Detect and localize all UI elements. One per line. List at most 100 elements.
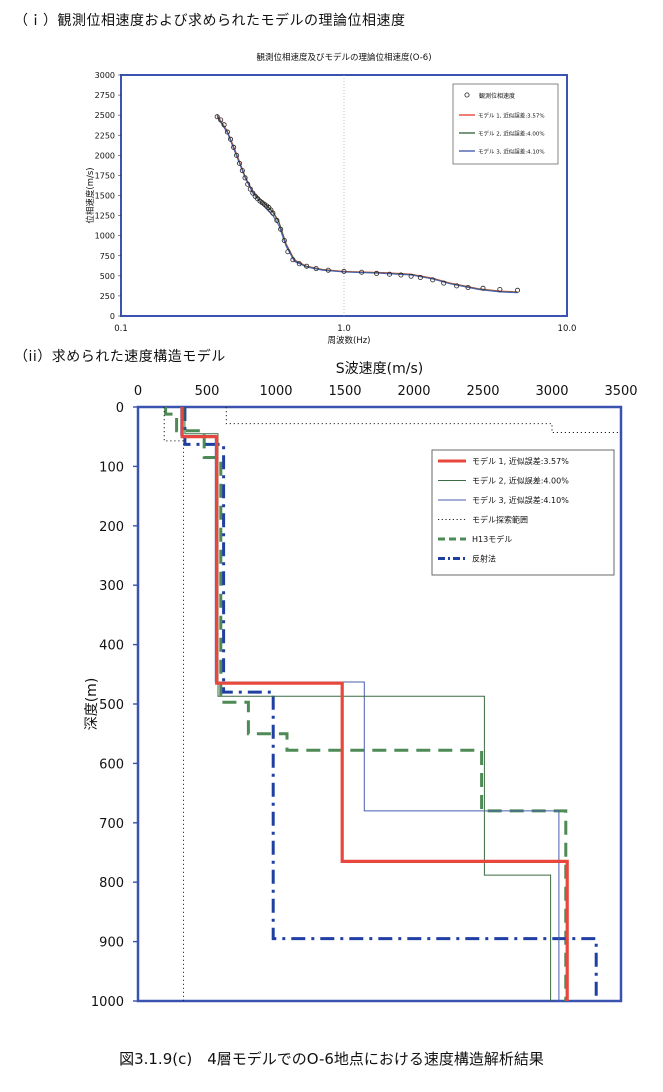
legend-label-0: モデル 1, 近似誤差:3.57% <box>472 456 569 466</box>
observed-point <box>387 271 393 277</box>
y-tick-label: 1750 <box>95 171 115 180</box>
y-tick-label: 1000 <box>95 232 115 241</box>
observed-point <box>454 283 460 289</box>
y-tick-label: 2750 <box>95 91 115 100</box>
profile-line-1 <box>184 407 552 1001</box>
y-tick-label: 1500 <box>95 192 115 201</box>
observed-point <box>224 129 230 135</box>
y-axis-label: 深度(m) <box>84 678 100 731</box>
observed-point <box>281 237 287 243</box>
observed-point <box>247 186 253 192</box>
observed-point <box>234 152 240 158</box>
legend-label-5: H13モデル <box>472 534 512 544</box>
y-tick-label: 600 <box>99 757 124 772</box>
legend-label-model-1: モデル 1, 近似誤差:3.57% <box>478 112 545 120</box>
profile-line-5 <box>164 407 568 1001</box>
observed-point <box>441 280 447 286</box>
legend-label-1: モデル 2, 近似誤差:4.00% <box>472 476 569 486</box>
x-tick-label: 3000 <box>535 384 568 399</box>
observed-point <box>465 284 471 290</box>
y-tick-label: 200 <box>99 520 124 535</box>
y-tick-label: 400 <box>99 639 124 654</box>
observed-point <box>242 175 248 181</box>
profile-line-3 <box>225 407 621 433</box>
x-tick-label: 10.0 <box>558 324 577 334</box>
x-axis-label: S波速度(m/s) <box>336 361 423 377</box>
y-tick-label: 900 <box>99 936 124 951</box>
legend-label-model-3: モデル 3, 近似誤差:4.10% <box>478 148 545 156</box>
observed-point <box>313 266 319 272</box>
x-tick-label: 500 <box>195 384 220 399</box>
observed-point <box>480 285 486 291</box>
section-heading-velocity-model: （ii）求められた速度構造モデル <box>14 349 226 365</box>
y-tick-label: 300 <box>99 579 124 594</box>
x-tick-label: 3500 <box>604 384 637 399</box>
observed-point <box>214 114 220 120</box>
x-tick-label: 1.0 <box>337 324 351 334</box>
velocity-structure-chart: S波速度(m/s)深度(m)0 500 1000 1500 2000 2500 3000 35… <box>84 361 638 1010</box>
y-tick-label: 500 <box>100 272 115 281</box>
figure-caption: 図3.1.9(c) 4層モデルでのO-6地点における速度構造解析結果 <box>119 1050 544 1068</box>
y-tick-label: 0 <box>110 312 115 321</box>
x-tick-label: 1000 <box>259 384 292 399</box>
y-axis-label: 位相速度(m/s) <box>85 167 96 223</box>
observed-point <box>497 286 503 292</box>
legend-label-observed: 観測位相速度 <box>479 92 515 100</box>
y-tick-label: 100 <box>99 460 124 475</box>
profile-line-6 <box>183 407 598 1001</box>
observed-point <box>398 272 404 278</box>
section-heading-phase-velocity: （ｉ）観測位相速度および求められたモデルの理論位相速度 <box>14 13 406 29</box>
legend-label-3: モデル探索範囲 <box>472 515 528 525</box>
legend-label-2: モデル 3, 近似誤差:4.10% <box>472 495 569 505</box>
observed-point <box>359 269 365 275</box>
observed-point <box>239 168 245 174</box>
observed-point <box>296 261 302 267</box>
observed-point <box>221 122 227 128</box>
observed-point <box>417 274 423 280</box>
y-tick-label: 500 <box>99 698 124 713</box>
chart-title: 観測位相速度及びモデルの理論位相速度(O-6) <box>256 52 431 63</box>
observed-point <box>237 160 243 166</box>
y-tick-label: 1250 <box>95 212 115 221</box>
observed-point <box>290 257 296 263</box>
y-tick-label: 800 <box>99 876 124 891</box>
y-tick-label: 2500 <box>95 111 115 120</box>
phase-velocity-chart: 観測位相速度及びモデルの理論位相速度(O-6) 0.1 1.0 10.0 0 250 500… <box>85 52 577 345</box>
y-tick-label: 750 <box>100 252 115 261</box>
observed-point <box>325 267 331 273</box>
observed-point <box>408 273 414 279</box>
observed-point <box>341 268 347 274</box>
observed-point <box>285 249 291 255</box>
legend-label-model-2: モデル 2, 近似誤差:4.00% <box>478 130 545 138</box>
observed-point <box>274 217 280 223</box>
observed-point <box>430 277 436 283</box>
x-tick-label: 1500 <box>328 384 361 399</box>
y-tick-label: 0 <box>116 401 124 416</box>
legend-swatch-observed <box>464 92 470 98</box>
y-tick-label: 700 <box>99 817 124 832</box>
observed-point <box>250 190 256 196</box>
x-tick-label: 0 <box>134 384 142 399</box>
observed-point <box>270 210 276 216</box>
observed-point <box>228 136 234 142</box>
legend-label-6: 反射法 <box>472 554 496 564</box>
y-tick-label: 2000 <box>95 151 115 160</box>
x-tick-label: 2500 <box>466 384 499 399</box>
observed-point <box>245 181 251 187</box>
y-tick-label: 1000 <box>91 995 124 1010</box>
x-tick-label: 2000 <box>397 384 430 399</box>
observed-point <box>278 226 284 232</box>
x-tick-label: 0.1 <box>114 324 128 334</box>
y-tick-label: 2250 <box>95 131 115 140</box>
observed-point <box>231 144 237 150</box>
observed-point <box>515 287 521 293</box>
y-tick-label: 250 <box>100 292 115 301</box>
x-axis-label: 周波数(Hz) <box>328 335 371 345</box>
profile-line-4 <box>163 407 184 1001</box>
observed-point <box>374 270 380 276</box>
observed-point <box>304 263 310 269</box>
observed-point <box>218 117 224 123</box>
y-tick-label: 3000 <box>95 71 115 80</box>
profile-line-0 <box>180 407 569 1001</box>
legend-box <box>431 449 615 576</box>
